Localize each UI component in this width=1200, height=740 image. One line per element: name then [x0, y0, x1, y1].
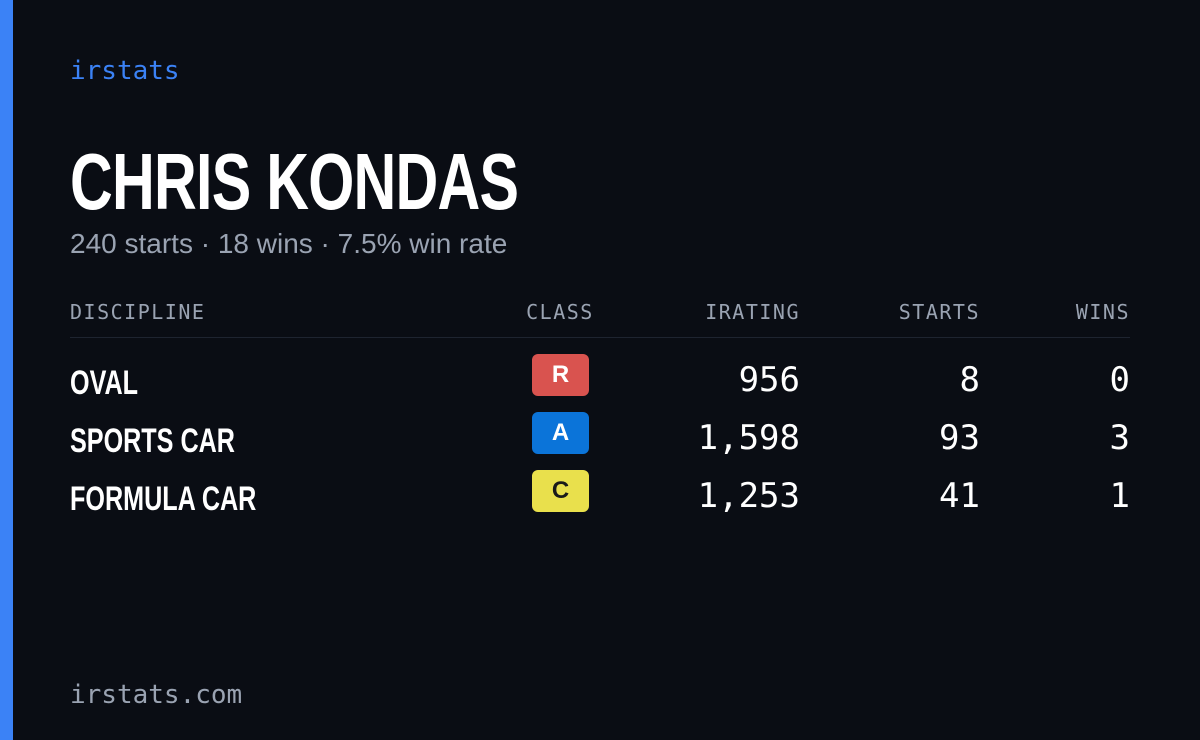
discipline: OVAL: [70, 364, 139, 402]
irating: 1,253: [697, 476, 800, 516]
header-cell: STARTS: [898, 300, 980, 324]
driver-name: CHRIS KONDAS: [70, 137, 519, 226]
summary: 240 starts · 18 wins · 7.5% win rate: [70, 228, 508, 259]
irating: 1,598: [697, 418, 800, 458]
header-cell: DISCIPLINE: [70, 300, 206, 324]
header-cell: IRATING: [705, 300, 800, 324]
wins: 3: [1109, 418, 1130, 458]
footer: irstats.com: [70, 680, 243, 710]
starts: 8: [959, 360, 980, 400]
class-badge: C: [532, 470, 589, 512]
wins: 1: [1109, 476, 1130, 516]
discipline: FORMULA CAR: [70, 480, 257, 518]
header-rule: [70, 337, 1130, 338]
starts: 93: [939, 418, 980, 458]
starts: 41: [939, 476, 980, 516]
class-badge: A: [532, 412, 589, 454]
accent-bar: [0, 0, 13, 740]
class-badge: R: [532, 354, 589, 396]
brand: irstats: [70, 56, 180, 86]
irating: 956: [738, 360, 800, 400]
discipline: SPORTS CAR: [70, 422, 235, 460]
wins: 0: [1109, 360, 1130, 400]
header-cell: WINS: [1075, 300, 1130, 324]
header-cell: CLASS: [526, 300, 594, 324]
